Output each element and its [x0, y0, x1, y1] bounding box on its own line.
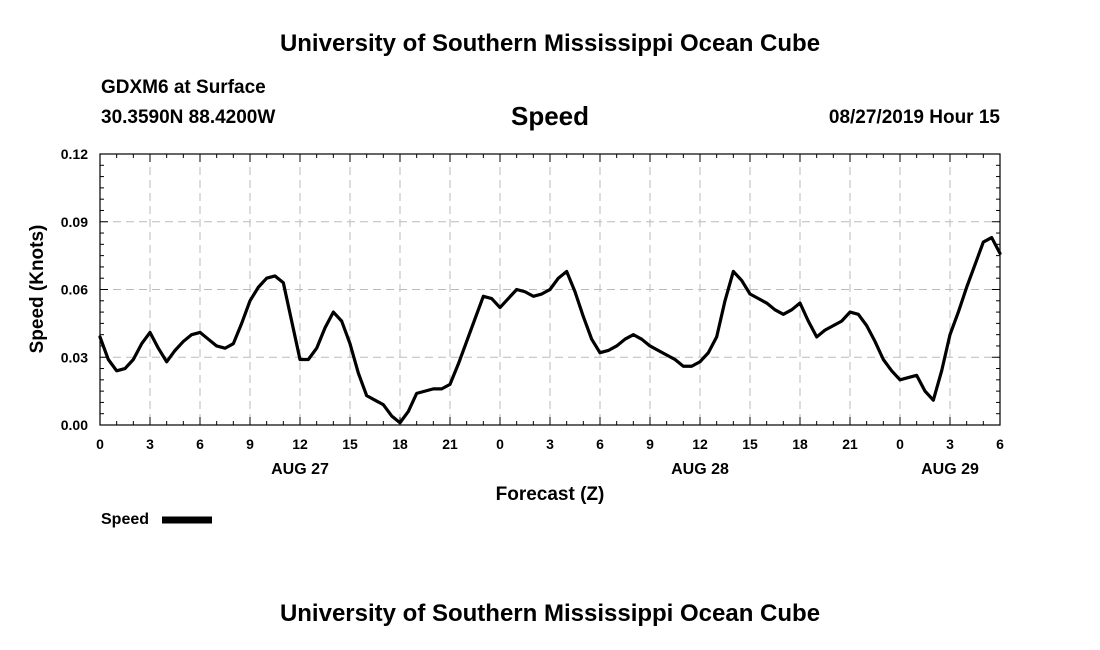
x-tick-label: 3 — [946, 436, 954, 452]
x-tick-label: 0 — [896, 436, 904, 452]
y-tick-label: 0.06 — [61, 282, 88, 298]
x-tick-label: 9 — [646, 436, 654, 452]
x-tick-label: 0 — [496, 436, 504, 452]
day-label: AUG 29 — [921, 461, 979, 478]
x-tick-label: 0 — [96, 436, 104, 452]
series-group — [98, 235, 1002, 425]
plot-frame — [99, 153, 1001, 426]
x-tick-label: 18 — [792, 436, 808, 452]
x-tick-label: 6 — [996, 436, 1004, 452]
datetime-label: 08/27/2019 Hour 15 — [828, 107, 1000, 128]
series-line-speed — [98, 235, 1002, 425]
chart-title-top: University of Southern Mississippi Ocean… — [279, 30, 821, 57]
x-tick-label: 18 — [392, 436, 408, 452]
y-tick-label: 0.12 — [61, 146, 88, 162]
legend-label: Speed — [101, 511, 149, 528]
x-tick-label: 6 — [596, 436, 604, 452]
grid-lines — [100, 154, 1000, 425]
y-tick-label: 0.03 — [61, 349, 88, 365]
x-tick-label: 15 — [342, 436, 358, 452]
day-label: AUG 27 — [271, 461, 329, 478]
x-tick-label: 9 — [246, 436, 254, 452]
x-tick-label: 6 — [196, 436, 204, 452]
y-tick-label: 0.00 — [61, 417, 88, 433]
x-tick-label: 3 — [146, 436, 154, 452]
x-tick-label: 21 — [442, 436, 458, 452]
x-tick-label: 3 — [546, 436, 554, 452]
x-tick-label: 21 — [842, 436, 858, 452]
coordinates-label: 30.3590N 88.4200W — [101, 107, 276, 128]
axis-labels: 0 3 6 9 12 15 18 21 0 3 6 9 12 15 18 21 0 3 6 0.00 0.03 0.06 0… — [61, 146, 1004, 478]
x-tick-label: 15 — [742, 436, 758, 452]
day-label: AUG 28 — [671, 461, 729, 478]
x-axis-label: Forecast (Z) — [496, 484, 605, 505]
station-label: GDXM6 at Surface — [101, 77, 266, 98]
y-axis-label: Speed (Knots) — [27, 225, 48, 354]
y-tick-label: 0.09 — [61, 214, 88, 230]
variable-title: Speed — [510, 101, 590, 131]
x-tick-label: 12 — [692, 436, 708, 452]
chart-title-bottom: University of Southern Mississippi Ocean… — [279, 600, 821, 627]
x-tick-label: 12 — [292, 436, 308, 452]
